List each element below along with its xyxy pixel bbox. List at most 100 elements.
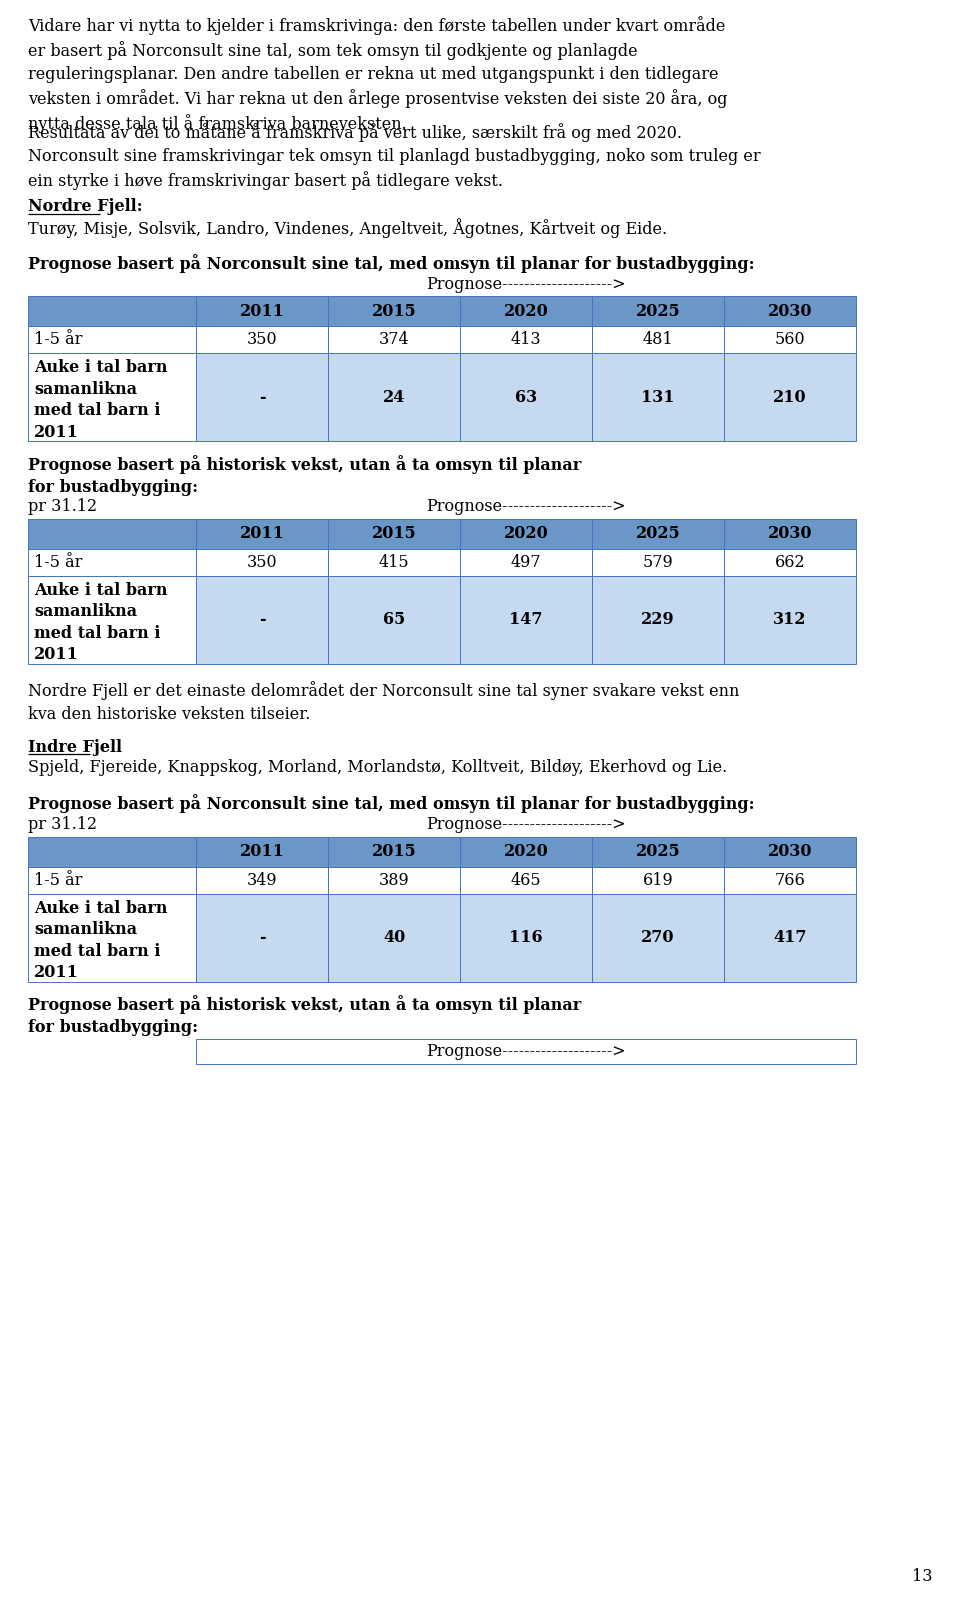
Bar	[460, 519, 592, 549]
Bar	[196, 1039, 856, 1065]
Text: Prognose basert på historisk vekst, utan å ta omsyn til planar
for bustadbygging: Prognose basert på historisk vekst, utan…	[28, 996, 581, 1036]
Text: 65: 65	[383, 612, 405, 628]
Bar	[592, 296, 724, 327]
Bar	[328, 352, 460, 440]
Text: -: -	[258, 389, 265, 405]
Bar	[328, 296, 460, 327]
Text: 210: 210	[773, 389, 806, 405]
Bar	[460, 327, 592, 352]
Bar	[592, 327, 724, 352]
Bar	[592, 519, 724, 549]
Text: 619: 619	[642, 871, 673, 889]
Bar	[724, 893, 856, 981]
Bar	[460, 549, 592, 575]
Text: 2025: 2025	[636, 844, 681, 860]
Bar	[196, 519, 328, 549]
Text: 2020: 2020	[504, 303, 548, 320]
Bar	[592, 836, 724, 866]
Bar	[196, 549, 328, 575]
Bar	[460, 893, 592, 981]
Bar	[460, 575, 592, 663]
Bar	[724, 352, 856, 440]
Bar	[196, 836, 328, 866]
Text: 2030: 2030	[768, 303, 812, 320]
Bar	[28, 549, 196, 575]
Text: Resultata av dei to måtane å framskriva på vert ulike, særskilt frå og med 2020.: Resultata av dei to måtane å framskriva …	[28, 123, 760, 191]
Bar	[328, 575, 460, 663]
Text: 312: 312	[773, 612, 806, 628]
Text: 2025: 2025	[636, 303, 681, 320]
Bar	[28, 519, 196, 549]
Bar	[328, 519, 460, 549]
Bar	[196, 327, 328, 352]
Text: 497: 497	[511, 554, 541, 570]
Text: 766: 766	[775, 871, 805, 889]
Text: 579: 579	[642, 554, 673, 570]
Bar	[460, 296, 592, 327]
Bar	[28, 575, 196, 663]
Text: Prognose-------------------->: Prognose-------------------->	[426, 1042, 626, 1060]
Text: Nordre Fjell er det einaste delområdet der Norconsult sine tal syner svakare vek: Nordre Fjell er det einaste delområdet d…	[28, 682, 739, 724]
Text: 1-5 år: 1-5 år	[34, 554, 83, 570]
Bar	[724, 575, 856, 663]
Text: 2011: 2011	[240, 303, 284, 320]
Text: Prognose-------------------->: Prognose-------------------->	[426, 498, 626, 516]
Bar	[460, 352, 592, 440]
Text: 417: 417	[773, 929, 806, 946]
Bar	[28, 296, 196, 327]
Text: Auke i tal barn
samanlikna
med tal barn i
2011: Auke i tal barn samanlikna med tal barn …	[34, 900, 167, 981]
Text: 662: 662	[775, 554, 805, 570]
Bar	[724, 866, 856, 893]
Text: 481: 481	[642, 331, 673, 347]
Text: 1-5 år: 1-5 år	[34, 331, 83, 347]
Text: 24: 24	[383, 389, 405, 405]
Text: -: -	[258, 612, 265, 628]
Text: 413: 413	[511, 331, 541, 347]
Text: 350: 350	[247, 554, 277, 570]
Bar	[724, 836, 856, 866]
Text: 389: 389	[378, 871, 409, 889]
Text: Auke i tal barn
samanlikna
med tal barn i
2011: Auke i tal barn samanlikna med tal barn …	[34, 581, 167, 663]
Text: 2011: 2011	[240, 844, 284, 860]
Text: 2025: 2025	[636, 525, 681, 543]
Bar	[592, 893, 724, 981]
Text: Prognose basert på Norconsult sine tal, med omsyn til planar for bustadbygging:: Prognose basert på Norconsult sine tal, …	[28, 255, 755, 272]
Text: 63: 63	[515, 389, 537, 405]
Text: Indre Fjell: Indre Fjell	[28, 738, 122, 756]
Bar	[196, 893, 328, 981]
Text: 374: 374	[378, 331, 409, 347]
Text: 147: 147	[509, 612, 542, 628]
Bar	[28, 352, 196, 440]
Text: Nordre Fjell:: Nordre Fjell:	[28, 199, 143, 215]
Bar	[592, 866, 724, 893]
Text: 270: 270	[641, 929, 675, 946]
Bar	[28, 836, 196, 866]
Text: pr 31.12: pr 31.12	[28, 498, 97, 516]
Text: 131: 131	[641, 389, 675, 405]
Text: pr 31.12: pr 31.12	[28, 817, 97, 833]
Text: 415: 415	[378, 554, 409, 570]
Text: 2020: 2020	[504, 525, 548, 543]
Bar	[592, 549, 724, 575]
Bar	[592, 575, 724, 663]
Text: 2015: 2015	[372, 303, 417, 320]
Text: 2030: 2030	[768, 844, 812, 860]
Bar	[328, 866, 460, 893]
Bar	[328, 836, 460, 866]
Text: 560: 560	[775, 331, 805, 347]
Bar	[28, 327, 196, 352]
Text: Vidare har vi nytta to kjelder i framskrivinga: den første tabellen under kvart : Vidare har vi nytta to kjelder i framskr…	[28, 16, 728, 133]
Text: -: -	[258, 929, 265, 946]
Bar	[328, 327, 460, 352]
Text: Auke i tal barn
samanlikna
med tal barn i
2011: Auke i tal barn samanlikna med tal barn …	[34, 359, 167, 440]
Bar	[460, 866, 592, 893]
Text: 40: 40	[383, 929, 405, 946]
Text: 229: 229	[641, 612, 675, 628]
Bar	[460, 836, 592, 866]
Text: Prognose basert på historisk vekst, utan å ta omsyn til planar
for bustadbygging: Prognose basert på historisk vekst, utan…	[28, 455, 581, 496]
Text: 116: 116	[509, 929, 542, 946]
Text: 1-5 år: 1-5 år	[34, 871, 83, 889]
Bar	[724, 549, 856, 575]
Bar	[28, 866, 196, 893]
Text: 13: 13	[911, 1567, 932, 1585]
